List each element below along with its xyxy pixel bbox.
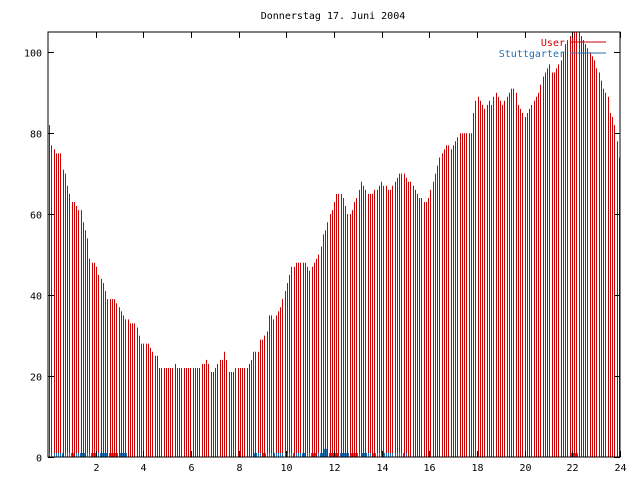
y-tick-label: 100 xyxy=(24,49,42,60)
x-tick-label: 2 xyxy=(93,463,99,474)
x-tick-label: 18 xyxy=(471,463,483,474)
y-tick-label: 20 xyxy=(30,373,42,384)
user-series-bars xyxy=(49,32,620,457)
y-tick-label: 80 xyxy=(30,130,42,141)
y-tick-label: 60 xyxy=(30,211,42,222)
stuttgarter-series-bars xyxy=(49,448,578,457)
x-tick-label: 6 xyxy=(188,463,194,474)
y-tick-label: 40 xyxy=(30,292,42,303)
y-axis: 0 20 40 60 80 100 xyxy=(24,49,620,465)
x-tick-label: 20 xyxy=(519,463,531,474)
legend: User Stuttgarter xyxy=(499,38,606,60)
x-tick-label: 12 xyxy=(328,463,340,474)
x-axis: 2 4 6 8 10 12 14 16 18 20 22 24 xyxy=(93,32,627,474)
chart-title: Donnerstag 17. Juni 2004 xyxy=(261,11,406,22)
x-tick-label: 8 xyxy=(236,463,242,474)
y-tick-label: 0 xyxy=(36,454,42,465)
x-tick-label: 4 xyxy=(140,463,146,474)
legend-stuttgarter-label: Stuttgarter xyxy=(499,49,565,60)
x-tick-label: 16 xyxy=(423,463,435,474)
x-tick-label: 14 xyxy=(376,463,388,474)
x-tick-label: 10 xyxy=(280,463,292,474)
legend-user-label: User xyxy=(541,38,565,49)
x-tick-label: 22 xyxy=(566,463,578,474)
x-tick-label: 24 xyxy=(614,463,626,474)
